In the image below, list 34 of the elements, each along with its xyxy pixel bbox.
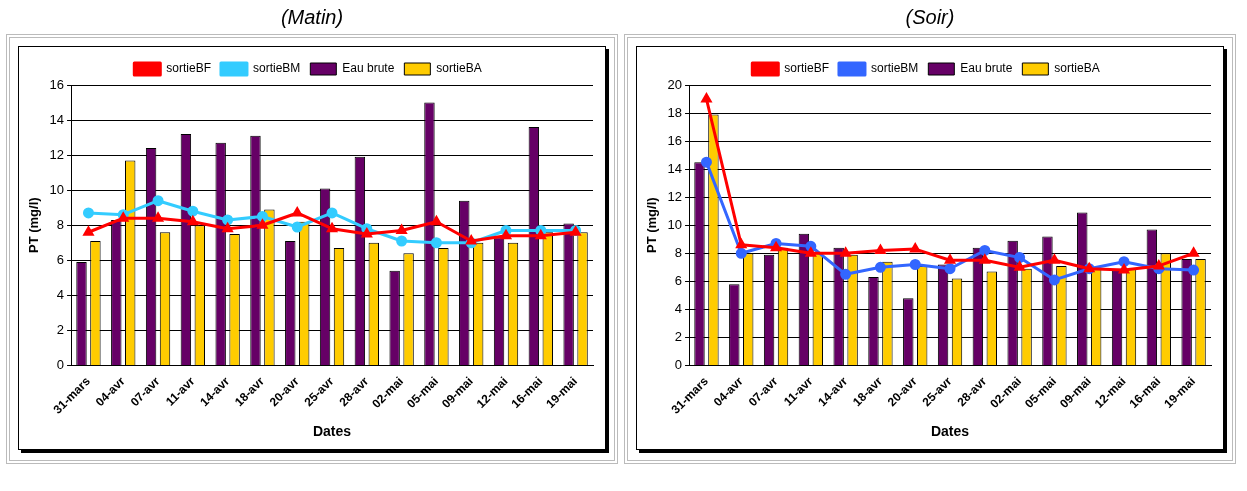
y-tick-label: 20 (667, 76, 683, 92)
legend-label: sortieBA (1054, 61, 1100, 76)
y-tick-label: 16 (49, 76, 65, 92)
chart-title: (Matin) (279, 5, 345, 30)
legend-label: sortieBA (436, 61, 482, 76)
y-tick-label: 8 (56, 216, 65, 232)
legend-label: Eau brute (960, 61, 1013, 76)
y-axis-title: PT (mg/l) (26, 197, 42, 254)
y-tick-label: 0 (674, 357, 683, 373)
y-tick-label: 6 (56, 251, 65, 267)
y-tick-label: 12 (667, 188, 683, 204)
y-tick-label: 18 (667, 104, 683, 120)
x-axis-title: Dates (312, 423, 352, 440)
y-tick-label: 4 (56, 286, 65, 302)
legend-label: sortieBF (784, 61, 829, 76)
legend-label: sortieBM (252, 61, 301, 76)
y-tick-label: 10 (49, 181, 65, 197)
legend-label: sortieBM (870, 61, 919, 76)
y-tick-label: 4 (674, 300, 683, 316)
chart-title: (Soir) (904, 5, 956, 30)
y-tick-label: 8 (674, 244, 683, 260)
y-tick-label: 14 (667, 160, 683, 176)
y-tick-label: 0 (56, 357, 65, 373)
y-tick-label: 2 (56, 321, 65, 337)
y-tick-label: 10 (667, 216, 683, 232)
y-tick-label: 14 (49, 111, 65, 127)
y-tick-label: 2 (674, 329, 683, 344)
y-tick-label: 16 (667, 132, 683, 148)
legend-label: Eau brute (342, 61, 395, 76)
x-axis-title: Dates (930, 423, 970, 440)
y-axis-title: PT (mg/l) (644, 197, 660, 254)
y-tick-label: 6 (674, 272, 683, 288)
legend-label: sortieBF (166, 61, 211, 76)
y-tick-label: 12 (49, 146, 65, 162)
